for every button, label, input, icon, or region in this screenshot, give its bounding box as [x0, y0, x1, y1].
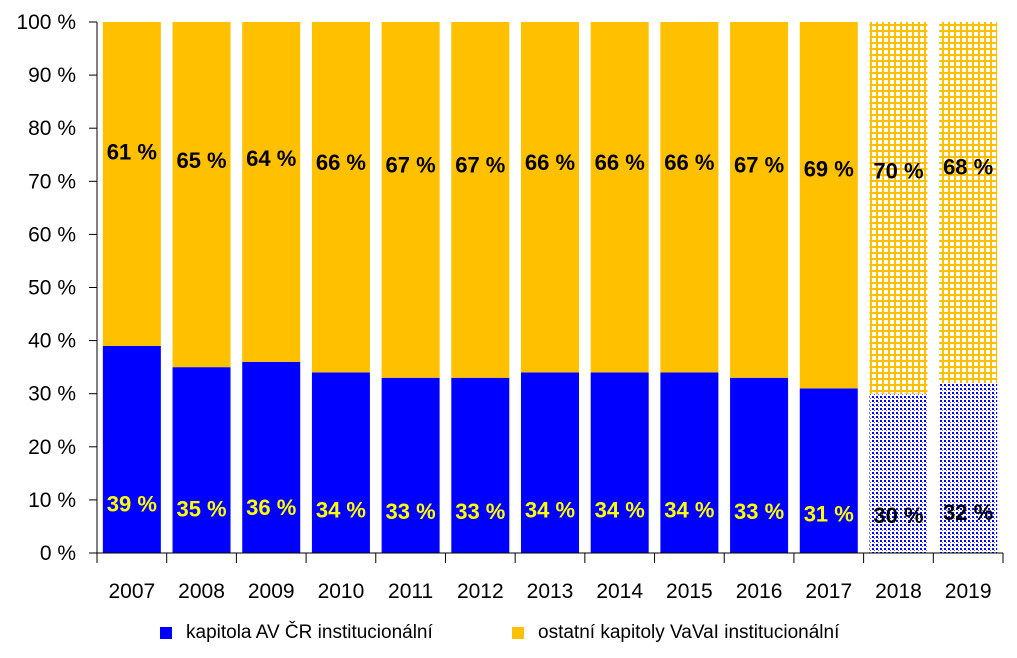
- bar-2012-series-1: [451, 22, 510, 378]
- x-tick-label-2019: 2019: [945, 580, 992, 603]
- data-label-2008-series-0: 35 %: [176, 496, 226, 521]
- data-label-2010-series-1: 66 %: [316, 150, 366, 175]
- x-tick-label-2008: 2008: [178, 580, 225, 603]
- data-label-2008-series-1: 65 %: [176, 148, 226, 173]
- bar-2016-series-0: [730, 377, 789, 553]
- bar-2018-series-1: [869, 22, 928, 394]
- data-label-2012-series-0: 33 %: [455, 499, 505, 524]
- data-label-2019-series-1: 68 %: [943, 154, 993, 179]
- data-label-2014-series-0: 34 %: [595, 498, 645, 523]
- bar-2007-series-0: [102, 345, 161, 553]
- x-tick-label-2010: 2010: [318, 580, 365, 603]
- bar-2017-series-1: [799, 22, 858, 389]
- bar-2015-series-0: [660, 372, 719, 553]
- data-label-2011-series-0: 33 %: [386, 499, 436, 524]
- y-tick-label-20: 20 %: [28, 436, 76, 459]
- bar-2016-series-1: [730, 22, 789, 378]
- data-label-2012-series-1: 67 %: [455, 152, 505, 177]
- data-label-2014-series-1: 66 %: [595, 150, 645, 175]
- bar-2019-series-0: [939, 383, 998, 553]
- legend-label-av-cr: kapitola AV ČR institucionální: [186, 622, 433, 643]
- bar-2013-series-0: [521, 372, 579, 553]
- y-tick-label-40: 40 %: [28, 330, 76, 353]
- bar-2011-series-1: [381, 22, 440, 378]
- bar-2019-series-1: [939, 22, 998, 384]
- data-label-2013-series-0: 34 %: [525, 498, 575, 523]
- data-label-2016-series-0: 33 %: [734, 499, 784, 524]
- data-label-2011-series-1: 67 %: [386, 152, 436, 177]
- x-tick-label-2016: 2016: [736, 580, 783, 603]
- y-tick-label-0: 0 %: [40, 542, 76, 565]
- bar-2009-series-1: [242, 22, 301, 362]
- data-label-2019-series-0: 32 %: [943, 500, 993, 525]
- data-label-2015-series-1: 66 %: [664, 150, 714, 175]
- data-label-2009-series-1: 64 %: [246, 146, 296, 171]
- bar-2017-series-0: [799, 388, 858, 553]
- x-tick-label-2011: 2011: [388, 580, 433, 603]
- data-label-2016-series-1: 67 %: [734, 152, 784, 177]
- bar-2018-series-0: [869, 393, 928, 553]
- bar-2007-series-1: [102, 22, 161, 346]
- data-label-2009-series-0: 36 %: [246, 495, 296, 520]
- legend-swatch-blue: [160, 627, 172, 639]
- bar-2014-series-1: [590, 22, 649, 373]
- x-tick-label-2015: 2015: [666, 580, 713, 603]
- bar-2009-series-0: [242, 361, 301, 553]
- y-tick-label-70: 70 %: [28, 170, 76, 193]
- data-label-2017-series-1: 69 %: [804, 157, 854, 182]
- data-label-2015-series-0: 34 %: [664, 498, 714, 523]
- data-label-2017-series-0: 31 %: [804, 501, 854, 526]
- bar-2008-series-0: [172, 367, 231, 553]
- data-label-2007-series-1: 61 %: [107, 140, 157, 165]
- data-label-2018-series-0: 30 %: [873, 503, 923, 528]
- legend-item-ostatni: ostatní kapitoly VaVaI institucionální: [512, 618, 839, 648]
- bar-2014-series-0: [590, 372, 649, 553]
- x-tick-label-2012: 2012: [457, 580, 504, 603]
- data-label-2007-series-0: 39 %: [107, 491, 157, 516]
- legend-item-av-cr: kapitola AV ČR institucionální: [160, 618, 433, 648]
- bar-2010-series-1: [311, 22, 370, 373]
- legend-swatch-yellow: [512, 627, 524, 639]
- y-tick-label-30: 30 %: [28, 383, 76, 406]
- stacked-bar-chart: 39 % 61 % 35 % 65 % 36 % 64 % 34 % 66 % 33 % 67 %…: [16, 11, 1004, 603]
- y-tick-label-60: 60 %: [28, 223, 76, 246]
- y-tick-label-100: 100 %: [16, 11, 76, 34]
- y-tick-label-90: 90 %: [28, 64, 76, 87]
- data-label-2013-series-1: 66 %: [525, 150, 575, 175]
- y-tick-label-10: 10 %: [28, 489, 76, 512]
- bar-2008-series-1: [172, 22, 231, 368]
- x-tick-label-2017: 2017: [805, 580, 852, 603]
- bar-2010-series-0: [311, 372, 370, 553]
- x-tick-label-2014: 2014: [596, 580, 643, 603]
- bar-2013-series-1: [521, 22, 579, 373]
- bar-2015-series-1: [660, 22, 719, 373]
- bar-2011-series-0: [381, 377, 440, 553]
- x-tick-label-2009: 2009: [248, 580, 295, 603]
- x-tick-label-2007: 2007: [108, 580, 155, 603]
- bar-2012-series-0: [451, 377, 510, 553]
- legend-label-ostatni: ostatní kapitoly VaVaI institucionální: [538, 622, 840, 643]
- x-tick-label-2018: 2018: [875, 580, 922, 603]
- data-label-2018-series-1: 70 %: [873, 159, 923, 184]
- y-tick-label-80: 80 %: [28, 117, 76, 140]
- y-tick-label-50: 50 %: [28, 277, 76, 300]
- legend: kapitola AV ČR institucionální ostatní k…: [0, 618, 1017, 652]
- x-tick-label-2013: 2013: [527, 580, 574, 603]
- data-label-2010-series-0: 34 %: [316, 498, 366, 523]
